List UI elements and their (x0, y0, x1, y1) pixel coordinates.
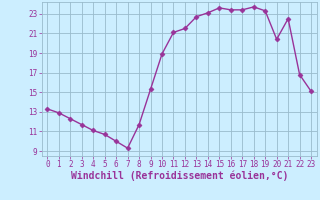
X-axis label: Windchill (Refroidissement éolien,°C): Windchill (Refroidissement éolien,°C) (70, 171, 288, 181)
